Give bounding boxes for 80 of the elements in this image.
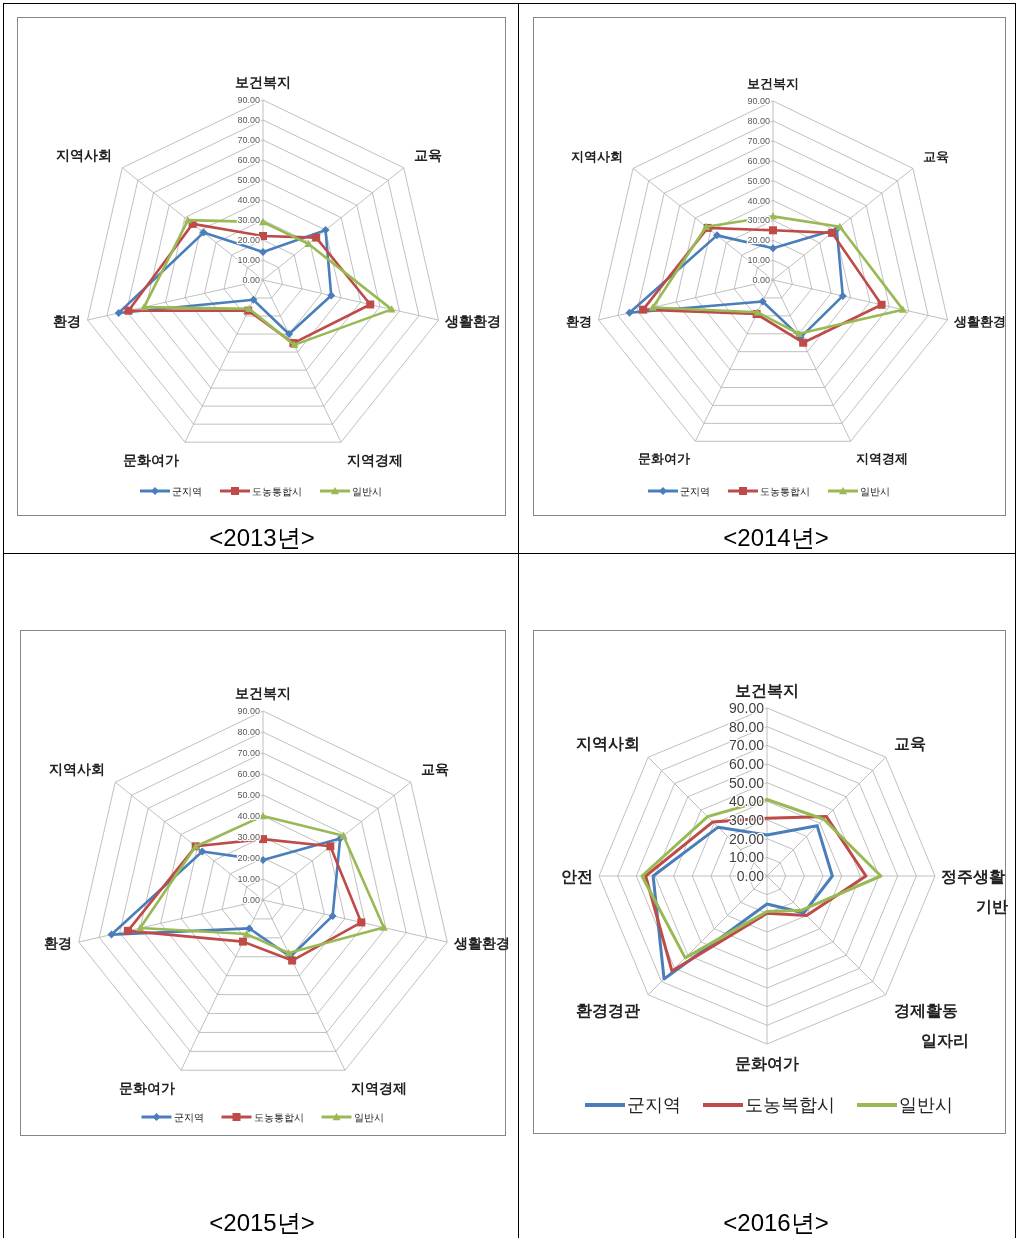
y-tick-label: 50.00	[237, 175, 260, 186]
legend-label: 도농통합시	[760, 485, 810, 497]
spoke-label: 지역사회	[48, 760, 105, 777]
legend-label: 일반시	[899, 1095, 953, 1116]
spoke-label: 문화여가	[123, 451, 180, 468]
y-tick-label: 20.00	[237, 853, 260, 864]
y-tick-label: 10.00	[237, 255, 260, 266]
y-tick-label: 90.00	[237, 706, 260, 717]
spoke-label: 지역사회	[575, 734, 640, 752]
y-tick-label: 20.00	[728, 830, 765, 847]
spoke-label: 생활환경	[443, 313, 501, 330]
legend-label: 군지역	[627, 1095, 681, 1116]
legend-label: 일반시	[353, 1111, 384, 1123]
spoke-label: 문화여가	[119, 1080, 176, 1097]
spoke-label: 환경	[44, 935, 73, 952]
y-tick-label: 70.00	[747, 135, 770, 146]
y-tick-label: 50.00	[728, 774, 765, 791]
y-tick-label: 40.00	[237, 195, 260, 206]
legend-label: 도농통합시	[252, 485, 302, 497]
spoke-label: 정주생활 기반	[940, 867, 1009, 915]
y-tick-label: 20.00	[237, 235, 260, 246]
y-tick-label: 20.00	[747, 235, 770, 246]
y-tick-label: 60.00	[728, 755, 765, 772]
y-tick-label: 0.00	[736, 867, 765, 884]
text: <2016년>	[723, 1209, 829, 1236]
legend-label: 일반시	[860, 485, 890, 497]
spoke-label: 보건복지	[235, 684, 291, 701]
y-tick-label: 10.00	[237, 874, 260, 885]
spoke-label: 보건복지	[747, 76, 799, 92]
y-tick-label: 60.00	[237, 769, 260, 780]
spoke-label: 경제활동 일자리	[894, 1001, 970, 1050]
spoke-label: 안전	[561, 867, 594, 885]
spoke-label: 환경	[53, 313, 82, 330]
spoke-label: 지역경제	[346, 451, 403, 468]
y-tick-label: 40.00	[237, 811, 260, 822]
legend-label: 군지역	[680, 485, 710, 497]
spoke-label: 생활환경	[452, 935, 510, 952]
text: <2013년>	[209, 524, 315, 551]
legend-label: 군지역	[172, 485, 202, 497]
y-tick-label: 60.00	[237, 155, 260, 166]
spoke-label: 교육	[421, 760, 450, 777]
spoke-label: 지역사회	[56, 146, 113, 163]
y-tick-label: 80.00	[237, 727, 260, 738]
spoke-label: 생활환경	[952, 313, 1006, 329]
text: <2014년>	[723, 524, 829, 551]
spoke-label: 보건복지	[735, 682, 799, 700]
y-tick-label: 90.00	[237, 95, 260, 106]
spoke-label: 지역경제	[856, 450, 909, 466]
spoke-label: 교육	[894, 734, 927, 752]
y-tick-label: 0.00	[242, 275, 260, 286]
y-tick-label: 40.00	[747, 195, 770, 206]
y-tick-label: 0.00	[242, 895, 260, 906]
text: <2015년>	[209, 1209, 315, 1236]
spoke-label: 지역경제	[350, 1080, 407, 1097]
y-tick-label: 70.00	[728, 737, 765, 754]
legend-label: 일반시	[352, 485, 382, 497]
y-tick-label: 90.00	[747, 96, 770, 107]
y-tick-label: 70.00	[237, 748, 260, 759]
spoke-label: 지역사회	[571, 148, 624, 164]
spoke-label: 문화여가	[637, 450, 690, 466]
spoke-label: 환경	[566, 313, 593, 329]
spoke-label: 문화여가	[735, 1054, 799, 1072]
legend-label: 도농복합시	[745, 1095, 835, 1116]
y-tick-label: 50.00	[237, 790, 260, 801]
y-tick-label: 10.00	[728, 849, 765, 866]
y-tick-label: 80.00	[237, 115, 260, 126]
y-tick-label: 0.00	[752, 275, 770, 286]
y-tick-label: 50.00	[747, 175, 770, 186]
y-tick-label: 90.00	[728, 699, 765, 716]
y-tick-label: 80.00	[728, 718, 765, 735]
spoke-label: 교육	[922, 148, 949, 164]
y-tick-label: 80.00	[747, 116, 770, 127]
legend-label: 군지역	[173, 1111, 204, 1123]
y-tick-label: 60.00	[747, 155, 770, 166]
y-tick-label: 10.00	[747, 255, 770, 266]
spoke-label: 환경경관	[575, 1001, 640, 1019]
legend-label: 도농통합시	[253, 1111, 304, 1123]
spoke-label: 보건복지	[235, 74, 291, 91]
spoke-label: 교육	[413, 146, 442, 163]
y-tick-label: 70.00	[237, 135, 260, 146]
